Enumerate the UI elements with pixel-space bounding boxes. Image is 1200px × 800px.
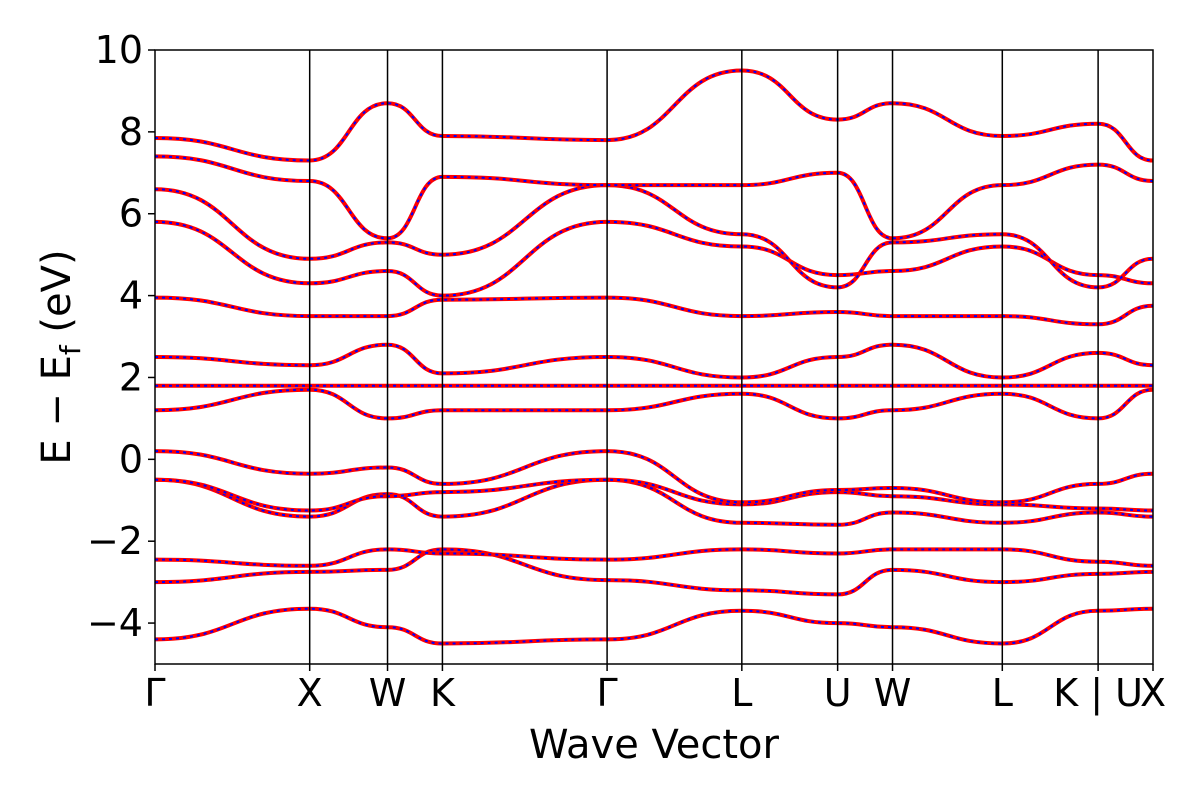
x-tick-label: X — [1140, 671, 1166, 715]
band-line-solid — [155, 342, 1153, 380]
band-line-solid — [155, 387, 1153, 421]
x-tick-label: L — [992, 671, 1013, 715]
y-tick-label: 4 — [119, 274, 143, 318]
y-tick-label: −4 — [87, 601, 143, 645]
y-axis-title-base: E − E — [34, 355, 80, 465]
y-tick-label: 8 — [119, 110, 143, 154]
y-tick-label: 2 — [119, 355, 143, 399]
x-tick-label: K | U — [1053, 671, 1143, 716]
y-tick-label: 0 — [119, 437, 143, 481]
y-axis-title: E − Ef (eV) — [34, 249, 87, 464]
x-tick-label: W — [874, 671, 912, 715]
x-tick-label: K — [430, 671, 456, 715]
y-tick-label: −2 — [87, 519, 143, 563]
band-line-solid — [155, 295, 1153, 327]
band-line-solid — [155, 547, 1153, 597]
band-line-solid — [155, 68, 1153, 163]
x-tick-label: X — [297, 671, 323, 715]
y-axis-title-sub: f — [54, 344, 87, 355]
bands-layer — [155, 68, 1153, 646]
x-axis-title: Wave Vector — [529, 722, 780, 768]
y-axis: −4 −2 0 2 4 6 8 10 — [87, 28, 155, 645]
x-tick-label: Γ — [597, 671, 618, 715]
band-line-dotted — [155, 548, 1153, 567]
band-line-dotted — [155, 478, 1153, 526]
band-line-dotted — [155, 184, 1153, 289]
band-line-dotted — [155, 220, 1153, 297]
band-line-dotted — [155, 450, 1153, 504]
plot-frame — [154, 49, 1154, 665]
y-tick-label: 10 — [95, 28, 143, 72]
y-tick-label: 6 — [119, 192, 143, 236]
x-tick-label: Γ — [144, 671, 165, 715]
y-axis-title-unit: (eV) — [34, 249, 80, 345]
x-tick-label: L — [731, 671, 752, 715]
x-tick-label: U — [824, 671, 852, 715]
kpoint-lines — [308, 50, 1099, 664]
x-tick-label: W — [369, 671, 407, 715]
band-line-dotted — [155, 607, 1153, 645]
